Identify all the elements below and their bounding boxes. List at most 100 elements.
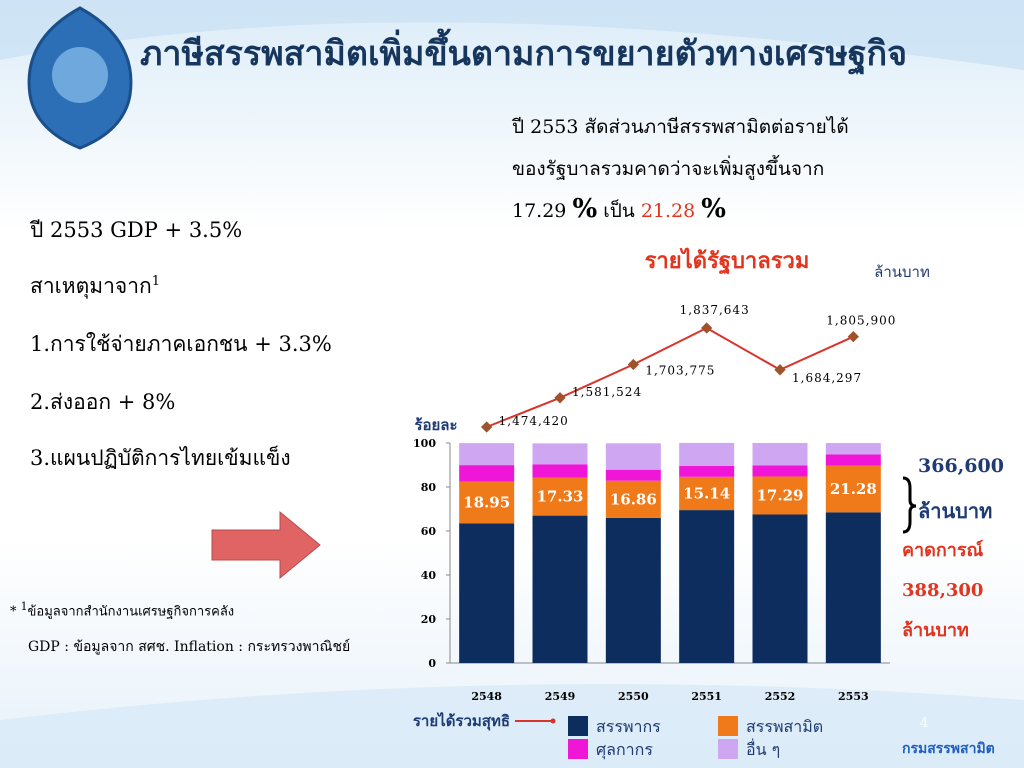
- data-label: 1,805,900: [826, 314, 896, 328]
- y-tick-label: 20: [421, 613, 437, 626]
- bar-segment: [825, 512, 881, 663]
- bar-segment: [752, 465, 808, 477]
- data-label: 17.33: [537, 488, 584, 506]
- legend-swatch: [718, 739, 738, 759]
- summary-line: 17.29 % เป็น 21.28 %: [512, 194, 726, 226]
- y-tick-label: 60: [421, 525, 437, 538]
- bar-segment: [605, 480, 661, 518]
- y-tick-label: 0: [428, 657, 436, 670]
- x-tick-label: 2553: [838, 690, 869, 703]
- legend-swatch: [568, 716, 588, 736]
- cause-item: 2.ส่งออก + 8%: [30, 390, 176, 414]
- legend-swatch: [568, 739, 588, 759]
- bar-segment: [752, 514, 808, 663]
- note-ref: 1: [151, 274, 160, 289]
- data-label: 1,684,297: [792, 371, 862, 385]
- y-axis-label: ร้อยละ: [414, 416, 457, 434]
- cause-item: 1.การใช้จ่ายภาคเอกชน + 3.3%: [30, 332, 332, 356]
- bar-segment: [605, 469, 661, 481]
- data-label: 15.14: [683, 484, 730, 502]
- bar-segment: [532, 515, 588, 663]
- data-label: 18.95: [463, 493, 510, 511]
- cause-item: 3.แผนปฏิบัติการไทยเข้มแข็ง: [30, 446, 291, 470]
- brace: [902, 476, 917, 534]
- line-marker: [774, 364, 786, 376]
- data-label: 1,581,524: [572, 385, 642, 399]
- bar-segment: [532, 477, 588, 516]
- x-tick-label: 2550: [618, 690, 649, 703]
- line: [486, 326, 854, 428]
- bar-segment: [459, 465, 515, 482]
- x-tick-label: 2549: [545, 690, 576, 703]
- bar-segment: [679, 465, 735, 477]
- data-label: 21.28: [830, 480, 877, 498]
- line-marker: [627, 358, 639, 371]
- summary-unit: %: [572, 194, 598, 224]
- x-tick-label: 2552: [765, 690, 796, 703]
- bar-segment: [605, 443, 661, 470]
- cause-text: สาเหตุมาจาก1: [30, 270, 160, 303]
- legend-label: สรรพากร: [596, 717, 661, 736]
- annotation: 388,300: [902, 580, 983, 601]
- logo-emblem: [52, 47, 108, 103]
- bar-segment: [459, 443, 515, 466]
- bar-segment: [459, 523, 515, 663]
- bar-segment: [752, 476, 808, 515]
- page-number: 4: [920, 716, 929, 731]
- line-marker: [554, 392, 566, 404]
- swoosh: [0, 684, 1024, 768]
- footnote-source: ข้อมูลจากสำนักงานเศรษฐกิจการคลัง: [27, 604, 235, 620]
- line-marker: [701, 322, 713, 334]
- data-label: 17.29: [757, 486, 804, 504]
- y-tick-label: 40: [421, 569, 437, 582]
- summary-unit: %: [701, 194, 726, 224]
- cause-text: ปี 2553 GDP + 3.5%: [30, 218, 243, 242]
- footnote-ref: 1: [20, 600, 28, 613]
- bar-segment: [825, 443, 881, 455]
- bar-segment: [825, 465, 881, 513]
- data-label: 16.86: [610, 490, 657, 508]
- summary-line: ของรัฐบาลรวมคาดว่าจะเพิ่มสูงขึ้นจาก: [512, 158, 825, 180]
- annotation: ล้านบาท: [902, 620, 969, 641]
- data-label: 1,703,775: [645, 363, 715, 377]
- annotation: คาดการณ์: [902, 539, 984, 561]
- legend-label: รายได้รวมสุทธิ: [413, 711, 510, 731]
- legend-label: สรรพสามิต: [746, 717, 823, 736]
- legend-swatch: [718, 716, 738, 736]
- bar-segment: [679, 476, 735, 511]
- bar-segment: [825, 454, 881, 466]
- legend-label: อื่น ๆ: [746, 738, 780, 759]
- y-tick-label: 80: [421, 481, 437, 494]
- data-label: 1,837,643: [680, 303, 750, 317]
- summary-value: 21.28: [640, 200, 696, 222]
- bar-segment: [459, 481, 515, 524]
- legend-marker: [550, 718, 556, 724]
- bar-segment: [752, 443, 808, 466]
- cause-heading: สาเหตุมาจาก: [30, 274, 152, 298]
- arrow: [211, 510, 321, 580]
- footnote: GDP : ข้อมูลจาก สศช. Inflation : กระทรวง…: [28, 639, 351, 655]
- line-marker: [481, 421, 493, 433]
- bar-segment: [605, 517, 661, 663]
- bar-segment: [532, 443, 588, 465]
- footer-logo: กรมสรรพสามิต: [902, 741, 995, 757]
- summary-line: ปี 2553 สัดส่วนภาษีสรรพสามิตต่อรายได้: [512, 116, 849, 138]
- legend-label: ศุลกากร: [596, 740, 653, 760]
- bar-segment: [679, 510, 735, 663]
- annotation: 366,600: [918, 455, 1004, 477]
- x-tick-label: 2548: [471, 690, 502, 703]
- chart-title: รายได้รัฐบาลรวม: [645, 247, 810, 275]
- y-tick-label: 100: [413, 437, 436, 450]
- bar-segment: [532, 464, 588, 478]
- summary-value: 17.29: [512, 200, 567, 222]
- bar-segment: [679, 442, 735, 466]
- annotation: ล้านบาท: [918, 499, 992, 523]
- line-marker: [847, 330, 859, 343]
- title: ภาษีสรรพสามิตเพิ่มขึ้นตามการขยายตัวทางเศ…: [140, 34, 907, 74]
- data-label: 1,474,420: [499, 414, 569, 428]
- x-tick-label: 2551: [691, 690, 722, 703]
- swoosh: [0, 0, 1024, 70]
